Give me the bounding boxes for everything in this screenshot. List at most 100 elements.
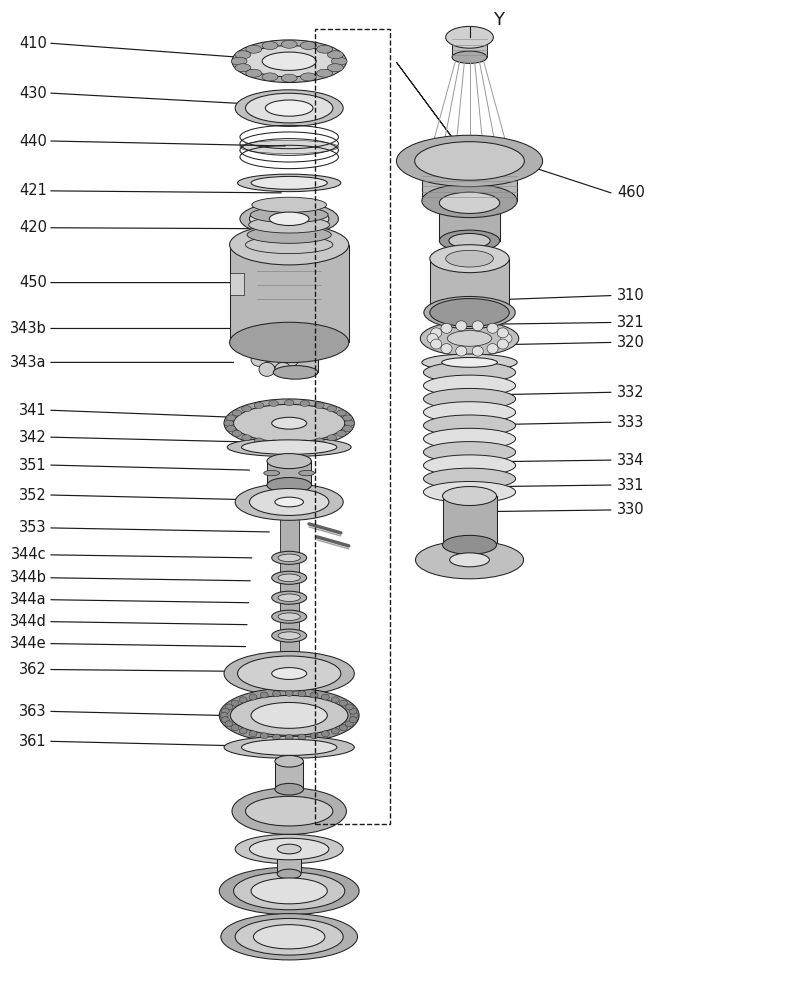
- Ellipse shape: [423, 362, 515, 383]
- Bar: [448, 241, 489, 259]
- Ellipse shape: [241, 435, 251, 441]
- Ellipse shape: [284, 400, 294, 406]
- Ellipse shape: [266, 478, 311, 493]
- Ellipse shape: [300, 440, 310, 446]
- Ellipse shape: [221, 717, 229, 723]
- Ellipse shape: [245, 69, 261, 77]
- Ellipse shape: [423, 468, 515, 489]
- Ellipse shape: [237, 174, 340, 192]
- Polygon shape: [396, 62, 542, 161]
- Text: 440: 440: [19, 133, 47, 148]
- Ellipse shape: [249, 217, 330, 233]
- Ellipse shape: [486, 323, 497, 333]
- Ellipse shape: [229, 225, 348, 265]
- Ellipse shape: [261, 52, 316, 70]
- Ellipse shape: [429, 299, 508, 326]
- Text: 342: 342: [19, 430, 47, 445]
- Ellipse shape: [344, 420, 354, 426]
- Ellipse shape: [224, 420, 233, 426]
- Ellipse shape: [336, 410, 346, 416]
- Ellipse shape: [277, 594, 300, 601]
- Ellipse shape: [430, 339, 441, 349]
- Text: 352: 352: [19, 488, 47, 503]
- Ellipse shape: [326, 406, 336, 412]
- Ellipse shape: [300, 42, 316, 50]
- Text: 330: 330: [617, 502, 644, 517]
- Ellipse shape: [310, 733, 318, 739]
- Ellipse shape: [442, 487, 496, 506]
- Ellipse shape: [271, 571, 306, 584]
- Ellipse shape: [274, 755, 303, 767]
- Ellipse shape: [221, 914, 357, 960]
- Ellipse shape: [271, 629, 306, 642]
- Ellipse shape: [314, 403, 324, 408]
- Ellipse shape: [281, 40, 297, 48]
- Ellipse shape: [350, 712, 358, 718]
- Ellipse shape: [235, 90, 342, 126]
- Ellipse shape: [300, 73, 316, 81]
- Ellipse shape: [277, 632, 300, 639]
- Ellipse shape: [261, 73, 277, 81]
- Ellipse shape: [229, 322, 348, 363]
- Ellipse shape: [250, 207, 328, 223]
- Ellipse shape: [245, 45, 261, 53]
- Ellipse shape: [452, 51, 486, 63]
- Ellipse shape: [327, 51, 343, 59]
- Text: 363: 363: [19, 704, 47, 719]
- Ellipse shape: [269, 212, 309, 226]
- Ellipse shape: [249, 838, 329, 860]
- Ellipse shape: [277, 554, 300, 562]
- Ellipse shape: [260, 733, 268, 739]
- Ellipse shape: [232, 430, 241, 436]
- Ellipse shape: [300, 400, 310, 406]
- Ellipse shape: [414, 142, 524, 180]
- Ellipse shape: [240, 140, 338, 154]
- Ellipse shape: [456, 321, 466, 331]
- Ellipse shape: [225, 721, 233, 727]
- Ellipse shape: [233, 872, 344, 910]
- Ellipse shape: [241, 739, 336, 755]
- Ellipse shape: [342, 426, 352, 432]
- Ellipse shape: [249, 731, 257, 737]
- Ellipse shape: [427, 333, 438, 343]
- Ellipse shape: [442, 535, 496, 554]
- Ellipse shape: [421, 354, 516, 371]
- Ellipse shape: [231, 57, 247, 65]
- Ellipse shape: [277, 574, 300, 582]
- Ellipse shape: [423, 481, 515, 503]
- Text: 361: 361: [19, 734, 47, 749]
- Ellipse shape: [349, 708, 357, 714]
- Ellipse shape: [272, 734, 280, 740]
- Ellipse shape: [277, 869, 301, 879]
- Text: 320: 320: [617, 335, 644, 350]
- Bar: [266, 461, 311, 485]
- Ellipse shape: [219, 867, 358, 915]
- Text: 344b: 344b: [10, 570, 47, 585]
- Ellipse shape: [396, 135, 542, 187]
- Ellipse shape: [316, 45, 332, 53]
- Ellipse shape: [273, 338, 318, 351]
- Bar: [229, 273, 244, 295]
- Ellipse shape: [277, 613, 300, 620]
- Ellipse shape: [440, 323, 452, 333]
- Ellipse shape: [285, 734, 293, 740]
- Ellipse shape: [314, 438, 324, 444]
- Ellipse shape: [241, 406, 251, 412]
- Ellipse shape: [448, 233, 489, 248]
- Ellipse shape: [441, 357, 496, 367]
- Ellipse shape: [423, 388, 515, 409]
- Ellipse shape: [500, 333, 512, 343]
- Ellipse shape: [261, 42, 277, 50]
- Ellipse shape: [423, 442, 515, 463]
- Ellipse shape: [421, 144, 516, 178]
- Ellipse shape: [271, 417, 306, 429]
- Ellipse shape: [266, 454, 311, 469]
- Ellipse shape: [239, 728, 247, 734]
- Ellipse shape: [496, 328, 508, 338]
- Ellipse shape: [327, 64, 343, 72]
- Text: 420: 420: [19, 220, 47, 235]
- Bar: [442, 496, 496, 545]
- Ellipse shape: [423, 296, 515, 329]
- Ellipse shape: [345, 704, 353, 710]
- Ellipse shape: [254, 403, 263, 408]
